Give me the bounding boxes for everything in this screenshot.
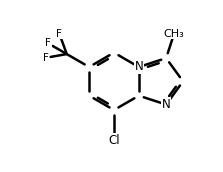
Text: F: F <box>43 53 49 63</box>
Text: CH₃: CH₃ <box>164 29 184 39</box>
Text: F: F <box>45 38 51 48</box>
Text: N: N <box>134 61 143 73</box>
Text: N: N <box>162 98 171 111</box>
Text: Cl: Cl <box>108 134 120 147</box>
Text: F: F <box>56 29 62 39</box>
